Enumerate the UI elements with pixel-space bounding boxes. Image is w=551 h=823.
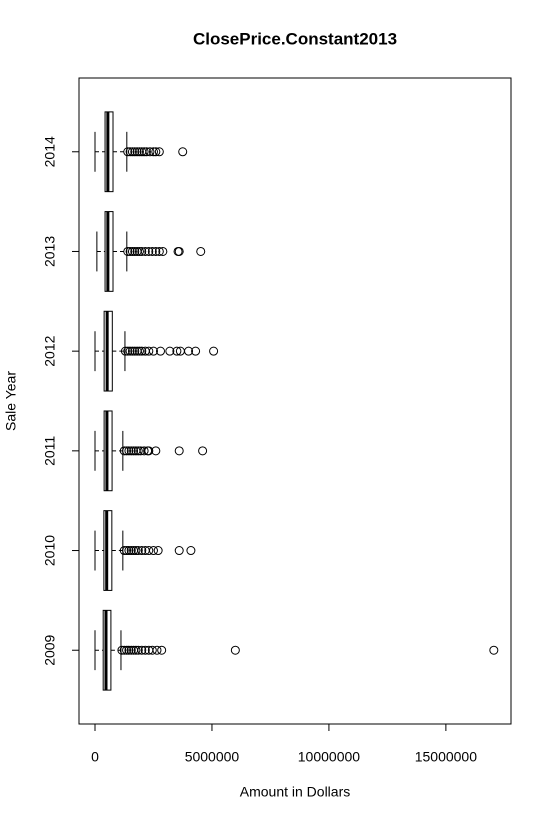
outlier bbox=[130, 246, 140, 256]
outlier bbox=[125, 346, 135, 356]
outlier bbox=[119, 546, 129, 556]
outlier bbox=[153, 546, 163, 556]
outlier bbox=[123, 246, 133, 256]
outlier bbox=[119, 446, 129, 456]
outlier bbox=[132, 147, 142, 157]
outlier bbox=[144, 246, 154, 256]
outlier bbox=[137, 246, 147, 256]
outlier bbox=[148, 147, 158, 157]
outlier bbox=[198, 446, 208, 456]
outlier bbox=[165, 346, 175, 356]
outlier bbox=[126, 446, 136, 456]
outlier bbox=[144, 346, 154, 356]
outlier bbox=[120, 346, 130, 356]
outlier bbox=[151, 446, 161, 456]
outlier bbox=[137, 546, 147, 556]
chart-title: ClosePrice.Constant2013 bbox=[193, 29, 397, 48]
outlier bbox=[174, 446, 184, 456]
outlier bbox=[155, 346, 165, 356]
y-axis-label: Sale Year bbox=[3, 371, 19, 431]
outlier bbox=[139, 446, 149, 456]
outlier bbox=[127, 147, 137, 157]
outlier bbox=[191, 346, 201, 356]
outlier bbox=[122, 446, 132, 456]
outlier bbox=[134, 346, 144, 356]
outlier bbox=[130, 346, 140, 356]
outlier bbox=[124, 645, 134, 655]
outlier bbox=[144, 546, 154, 556]
outlier bbox=[130, 147, 140, 157]
outlier bbox=[122, 645, 132, 655]
outlier bbox=[145, 147, 155, 157]
outlier bbox=[126, 546, 136, 556]
outlier bbox=[184, 346, 194, 356]
y-tick-label: 2013 bbox=[42, 236, 58, 267]
outlier bbox=[151, 147, 161, 157]
x-tick-label: 15000000 bbox=[415, 749, 478, 765]
outlier bbox=[133, 446, 143, 456]
outlier bbox=[126, 645, 136, 655]
outlier bbox=[131, 645, 141, 655]
outlier bbox=[119, 645, 129, 655]
outlier bbox=[125, 246, 135, 256]
outlier bbox=[139, 147, 149, 157]
outlier bbox=[133, 645, 143, 655]
outlier bbox=[131, 546, 141, 556]
outlier bbox=[140, 246, 150, 256]
outlier bbox=[151, 246, 161, 256]
outlier bbox=[172, 346, 182, 356]
x-tick-label: 0 bbox=[91, 749, 99, 765]
outlier bbox=[127, 246, 137, 256]
outlier bbox=[147, 645, 157, 655]
outlier bbox=[186, 546, 196, 556]
outlier bbox=[147, 246, 157, 256]
x-axis-label: Amount in Dollars bbox=[240, 784, 351, 800]
outlier bbox=[174, 246, 184, 256]
outlier bbox=[489, 645, 499, 655]
y-tick-label: 2011 bbox=[42, 436, 58, 466]
y-tick-label: 2010 bbox=[42, 535, 58, 566]
outlier bbox=[141, 147, 151, 157]
outlier bbox=[134, 246, 144, 256]
outlier bbox=[140, 645, 150, 655]
y-tick-label: 2009 bbox=[42, 634, 58, 665]
outlier bbox=[178, 147, 188, 157]
outlier bbox=[125, 147, 135, 157]
x-tick-label: 10000000 bbox=[298, 749, 361, 765]
outlier bbox=[123, 346, 133, 356]
outlier bbox=[124, 446, 134, 456]
outlier bbox=[154, 246, 164, 256]
y-tick-label: 2014 bbox=[42, 136, 58, 167]
outlier bbox=[123, 147, 133, 157]
y-tick-label: 2012 bbox=[42, 335, 58, 366]
outlier bbox=[174, 546, 184, 556]
outlier bbox=[133, 546, 143, 556]
outlier bbox=[137, 346, 147, 356]
outlier bbox=[196, 246, 206, 256]
outlier bbox=[148, 346, 158, 356]
outlier bbox=[122, 546, 132, 556]
outlier bbox=[157, 645, 167, 655]
outlier bbox=[129, 446, 139, 456]
outlier bbox=[154, 147, 164, 157]
outlier bbox=[148, 546, 158, 556]
outlier bbox=[127, 346, 137, 356]
outlier bbox=[230, 645, 240, 655]
outlier bbox=[209, 346, 219, 356]
x-tick-label: 5000000 bbox=[185, 749, 240, 765]
outlier bbox=[124, 546, 134, 556]
outlier bbox=[137, 645, 147, 655]
outlier bbox=[117, 645, 127, 655]
outlier bbox=[158, 246, 168, 256]
outlier bbox=[144, 446, 154, 456]
outlier bbox=[152, 645, 162, 655]
outlier bbox=[134, 147, 144, 157]
